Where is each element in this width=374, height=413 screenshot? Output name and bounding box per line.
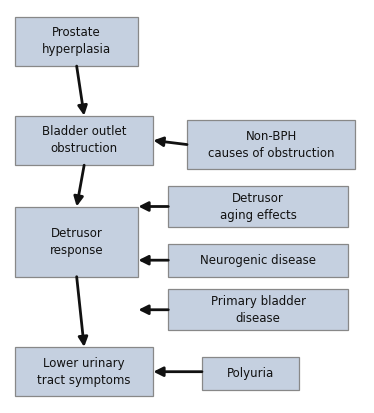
Text: Detrusor
response: Detrusor response: [50, 227, 104, 256]
Text: Detrusor
aging effects: Detrusor aging effects: [220, 192, 297, 221]
Text: Lower urinary
tract symptoms: Lower urinary tract symptoms: [37, 357, 131, 387]
Text: Primary bladder
disease: Primary bladder disease: [211, 295, 306, 325]
Text: Polyuria: Polyuria: [227, 367, 274, 380]
FancyBboxPatch shape: [15, 17, 138, 66]
FancyBboxPatch shape: [15, 347, 153, 396]
FancyBboxPatch shape: [168, 186, 348, 227]
Text: Non-BPH
causes of obstruction: Non-BPH causes of obstruction: [208, 130, 334, 159]
Text: Prostate
hyperplasia: Prostate hyperplasia: [42, 26, 111, 56]
FancyBboxPatch shape: [168, 289, 348, 330]
FancyBboxPatch shape: [15, 206, 138, 277]
FancyBboxPatch shape: [15, 116, 153, 165]
FancyBboxPatch shape: [202, 357, 299, 390]
Text: Neurogenic disease: Neurogenic disease: [200, 254, 316, 267]
FancyBboxPatch shape: [187, 120, 355, 169]
Text: Bladder outlet
obstruction: Bladder outlet obstruction: [42, 126, 126, 155]
FancyBboxPatch shape: [168, 244, 348, 277]
